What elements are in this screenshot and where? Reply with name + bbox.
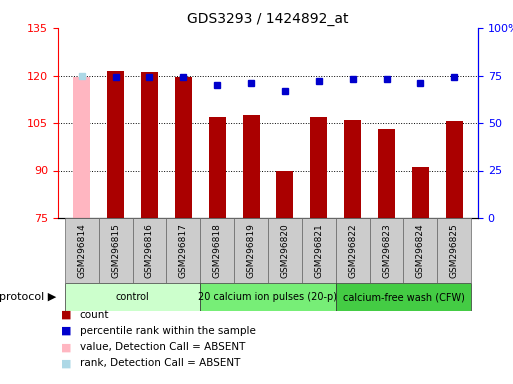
Bar <box>378 129 395 218</box>
Text: GSM296822: GSM296822 <box>348 223 357 278</box>
Title: GDS3293 / 1424892_at: GDS3293 / 1424892_at <box>187 12 349 26</box>
Text: GSM296820: GSM296820 <box>281 223 289 278</box>
Bar <box>344 120 361 218</box>
Bar <box>200 283 336 311</box>
Bar <box>404 218 438 283</box>
Text: ■: ■ <box>62 310 72 320</box>
Bar <box>209 117 226 218</box>
Text: count: count <box>80 310 109 320</box>
Bar <box>175 77 192 218</box>
Bar <box>302 218 336 283</box>
Text: ■: ■ <box>62 358 72 368</box>
Bar <box>336 218 369 283</box>
Text: GSM296815: GSM296815 <box>111 223 120 278</box>
Text: GSM296823: GSM296823 <box>382 223 391 278</box>
Bar <box>369 218 404 283</box>
Bar <box>446 121 463 218</box>
Text: GSM296817: GSM296817 <box>179 223 188 278</box>
Text: GSM296818: GSM296818 <box>213 223 222 278</box>
Bar <box>243 115 260 218</box>
Text: GSM296824: GSM296824 <box>416 223 425 278</box>
Text: GSM296816: GSM296816 <box>145 223 154 278</box>
Text: calcium-free wash (CFW): calcium-free wash (CFW) <box>343 292 464 302</box>
Bar <box>107 71 124 218</box>
Bar <box>65 283 200 311</box>
Text: protocol ▶: protocol ▶ <box>0 292 56 302</box>
Text: ■: ■ <box>62 342 72 352</box>
Text: rank, Detection Call = ABSENT: rank, Detection Call = ABSENT <box>80 358 240 368</box>
Bar <box>166 218 200 283</box>
Bar <box>65 218 98 283</box>
Bar <box>73 77 90 218</box>
Text: GSM296825: GSM296825 <box>450 223 459 278</box>
Text: control: control <box>115 292 149 302</box>
Text: percentile rank within the sample: percentile rank within the sample <box>80 326 255 336</box>
Text: ■: ■ <box>62 326 72 336</box>
Bar <box>277 170 293 218</box>
Bar <box>200 218 234 283</box>
Text: GSM296819: GSM296819 <box>247 223 255 278</box>
Text: 20 calcium ion pulses (20-p): 20 calcium ion pulses (20-p) <box>199 292 338 302</box>
Bar <box>132 218 166 283</box>
Bar <box>141 72 158 218</box>
Bar <box>438 218 471 283</box>
Text: value, Detection Call = ABSENT: value, Detection Call = ABSENT <box>80 342 245 352</box>
Bar <box>412 167 429 218</box>
Text: GSM296821: GSM296821 <box>314 223 323 278</box>
Bar <box>234 218 268 283</box>
Bar <box>310 117 327 218</box>
Bar <box>336 283 471 311</box>
Bar <box>98 218 132 283</box>
Bar <box>268 218 302 283</box>
Text: GSM296814: GSM296814 <box>77 223 86 278</box>
